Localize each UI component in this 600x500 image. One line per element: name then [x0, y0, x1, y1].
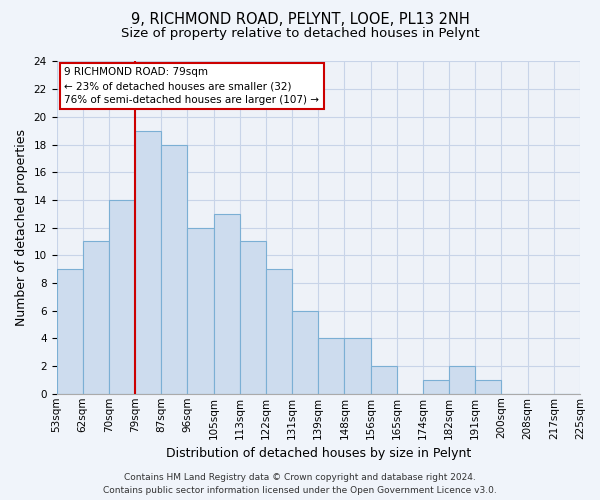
Y-axis label: Number of detached properties: Number of detached properties [15, 129, 28, 326]
Text: Contains HM Land Registry data © Crown copyright and database right 2024.
Contai: Contains HM Land Registry data © Crown c… [103, 473, 497, 495]
Bar [292, 310, 318, 394]
Bar [449, 366, 475, 394]
Bar [161, 144, 187, 394]
Bar [187, 228, 214, 394]
Bar [318, 338, 344, 394]
Text: Size of property relative to detached houses in Pelynt: Size of property relative to detached ho… [121, 28, 479, 40]
Bar [56, 269, 83, 394]
Text: 9 RICHMOND ROAD: 79sqm
← 23% of detached houses are smaller (32)
76% of semi-det: 9 RICHMOND ROAD: 79sqm ← 23% of detached… [64, 67, 319, 105]
X-axis label: Distribution of detached houses by size in Pelynt: Distribution of detached houses by size … [166, 447, 471, 460]
Bar [214, 214, 240, 394]
Bar [240, 242, 266, 394]
Bar [371, 366, 397, 394]
Bar [423, 380, 449, 394]
Text: 9, RICHMOND ROAD, PELYNT, LOOE, PL13 2NH: 9, RICHMOND ROAD, PELYNT, LOOE, PL13 2NH [131, 12, 469, 28]
Bar [83, 242, 109, 394]
Bar [266, 269, 292, 394]
Bar [109, 200, 135, 394]
Bar [135, 130, 161, 394]
Bar [344, 338, 371, 394]
Bar [475, 380, 502, 394]
